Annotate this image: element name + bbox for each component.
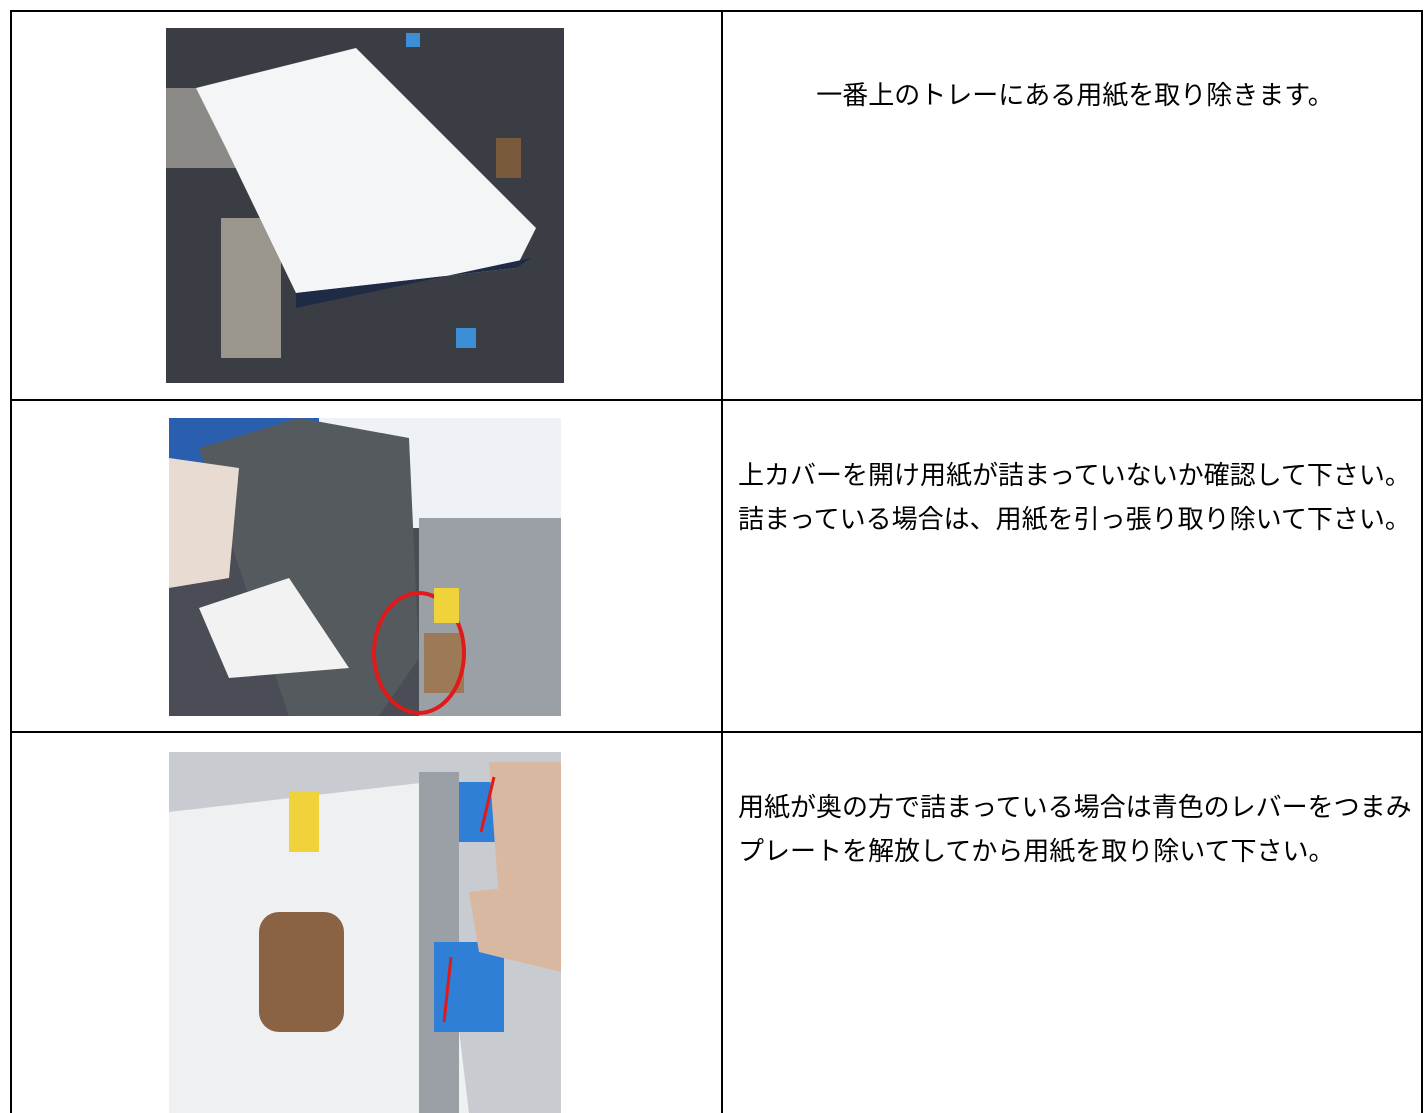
table-border [10,10,12,1113]
paragraph: 詰まっている場合は、用紙を引っ張り取り除いて下さい。 [738,505,1411,535]
table-border [10,731,1423,733]
table-border [10,399,1423,401]
photo [169,418,561,716]
table-border [1421,10,1423,1113]
instruction-text: 一番上のトレーにある用紙を取り除きます。 [728,74,1422,118]
photo [166,28,564,383]
paragraph: 上カバーを開け用紙が詰まっていないか確認して下さい。 [738,461,1411,491]
instruction-text: 上カバーを開け用紙が詰まっていないか確認して下さい。 詰まっている場合は、用紙を引… [738,454,1418,542]
paragraph: 用紙が奥の方で詰まっている場合は青色のレバーをつまみプレートを解放してから用紙を… [738,793,1412,867]
paragraph: 一番上のトレーにある用紙を取り除きます。 [816,81,1334,111]
instruction-text: 用紙が奥の方で詰まっている場合は青色のレバーをつまみプレートを解放してから用紙を… [738,786,1418,874]
table-border [721,10,723,1113]
table-border [10,10,1423,12]
photo [169,752,561,1113]
